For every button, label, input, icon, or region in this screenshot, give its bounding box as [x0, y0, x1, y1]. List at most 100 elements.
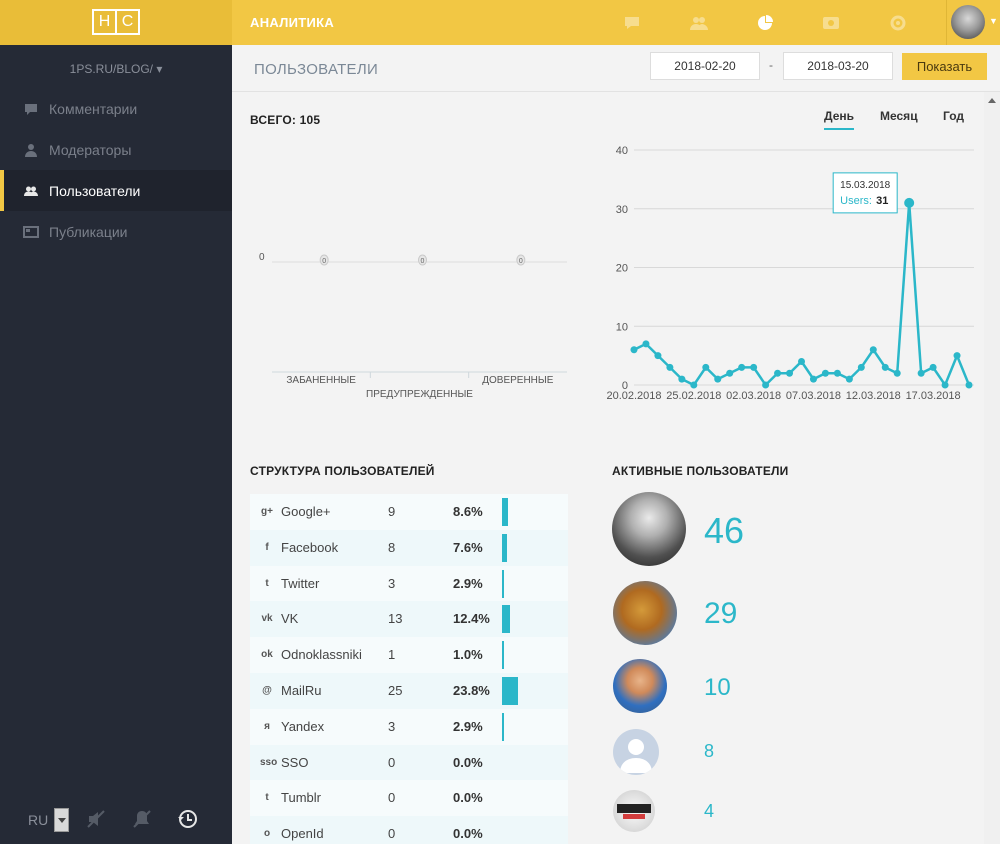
data-point[interactable]	[750, 363, 758, 371]
avatar[interactable]	[612, 492, 686, 566]
x-tick-label: ПРЕДУПРЕЖДЕННЫЕ	[366, 389, 473, 400]
account-menu[interactable]: ▼	[946, 0, 1000, 45]
sidebar-item-moderators[interactable]: Модераторы	[0, 129, 232, 170]
tab-month[interactable]: Месяц	[880, 109, 918, 123]
data-point[interactable]	[941, 381, 949, 389]
source-name: Twitter	[281, 575, 320, 591]
x-tick-label: 07.03.2018	[786, 390, 841, 402]
users-nav-icon[interactable]	[686, 10, 712, 36]
source-percent: 7.6%	[453, 539, 483, 555]
sidebar-item-publications[interactable]: Публикации	[0, 211, 232, 252]
data-point[interactable]	[678, 375, 686, 383]
source-name: Tumblr	[281, 790, 321, 806]
date-from-input[interactable]: 2018-02-20	[650, 52, 760, 80]
bar-value-label: 0	[519, 258, 523, 265]
source-count: 13	[388, 611, 403, 627]
data-point[interactable]	[953, 352, 961, 360]
scrollbar[interactable]	[984, 92, 1000, 844]
chevron-down-icon[interactable]: ▼	[989, 16, 998, 26]
avatar[interactable]	[951, 5, 985, 39]
data-point[interactable]	[798, 358, 805, 365]
data-point[interactable]	[690, 381, 698, 389]
default-user-icon	[620, 739, 652, 773]
site-selector[interactable]: 1PS.RU/BLOG/ ▾	[69, 62, 163, 76]
data-point[interactable]	[821, 369, 829, 377]
avatar[interactable]	[613, 729, 659, 775]
data-point[interactable]	[857, 363, 865, 371]
table-row: ok Odnoklassniki 1 1.0%	[250, 637, 568, 673]
data-point[interactable]	[845, 375, 853, 383]
data-point[interactable]	[833, 369, 841, 377]
mute-icon[interactable]	[85, 808, 107, 830]
data-point[interactable]	[881, 363, 889, 371]
bar[interactable]	[418, 254, 427, 266]
settings-nav-icon[interactable]	[885, 10, 911, 36]
history-icon[interactable]	[177, 808, 199, 830]
data-point[interactable]	[929, 363, 937, 371]
moderator-icon	[22, 141, 40, 159]
data-point[interactable]	[726, 369, 734, 377]
users-icon	[22, 182, 40, 200]
analytics-nav-icon[interactable]	[752, 10, 778, 36]
x-tick-label: 20.02.2018	[606, 390, 661, 402]
source-name: Yandex	[281, 718, 325, 734]
comments-nav-icon[interactable]	[619, 10, 645, 36]
data-point[interactable]	[738, 363, 746, 371]
avatar[interactable]	[613, 659, 667, 713]
data-point[interactable]	[666, 363, 674, 371]
x-tick-label: 25.02.2018	[666, 390, 721, 402]
source-count: 0	[388, 790, 396, 806]
share-bar	[502, 712, 504, 741]
sidebar-item-users[interactable]: Пользователи	[0, 170, 232, 211]
source-percent: 0.0%	[453, 826, 483, 842]
share-bar	[502, 641, 504, 670]
notifications-off-icon[interactable]	[131, 808, 153, 830]
language-select[interactable]	[54, 808, 69, 832]
data-point[interactable]	[904, 197, 915, 208]
table-row: @ MailRu 25 23.8%	[250, 672, 568, 709]
data-point[interactable]	[893, 369, 901, 377]
logo[interactable]: Н С	[92, 9, 140, 35]
odnoklassniki-icon: ok	[261, 649, 273, 661]
logo-letter-left: Н	[94, 11, 117, 33]
source-count: 0	[388, 826, 396, 842]
billing-nav-icon[interactable]	[818, 10, 844, 36]
table-row: я Yandex 3 2.9%	[250, 708, 568, 745]
data-point[interactable]	[869, 346, 877, 354]
show-button[interactable]: Показать	[902, 53, 987, 80]
data-point[interactable]	[809, 375, 817, 383]
active-users-title: АКТИВНЫЕ ПОЛЬЗОВАТЕЛИ	[612, 464, 789, 478]
y-tick-label: 40	[616, 145, 628, 157]
data-point[interactable]	[642, 340, 650, 348]
y-tick-label: 20	[616, 263, 628, 275]
user-logo-image	[617, 804, 651, 819]
bar[interactable]	[516, 254, 526, 266]
avatar[interactable]	[613, 790, 655, 832]
share-bar-track	[502, 498, 568, 526]
tab-year[interactable]: Год	[943, 109, 964, 123]
source-count: 8	[388, 539, 396, 555]
scroll-up-icon[interactable]	[988, 98, 996, 103]
data-point[interactable]	[786, 369, 794, 377]
data-point[interactable]	[702, 363, 710, 371]
date-to-input[interactable]: 2018-03-20	[783, 52, 893, 80]
table-row: t Tumblr 0 0.0%	[250, 780, 568, 817]
bar[interactable]	[319, 254, 329, 266]
avatar[interactable]	[613, 581, 677, 645]
tooltip-value: 31	[876, 195, 888, 207]
total-users: ВСЕГО: 105	[250, 113, 321, 127]
logo-letter-right: С	[121, 13, 134, 30]
data-point[interactable]	[630, 346, 638, 354]
data-point[interactable]	[965, 381, 973, 389]
source-count: 25	[388, 682, 403, 698]
tab-day[interactable]: День	[824, 109, 854, 130]
data-point[interactable]	[917, 369, 925, 377]
comment-icon	[22, 100, 40, 118]
data-point[interactable]	[762, 381, 770, 389]
share-bar-track	[502, 784, 568, 812]
sidebar-item-comments[interactable]: Комментарии	[0, 88, 232, 129]
data-point[interactable]	[714, 375, 722, 383]
data-point[interactable]	[654, 352, 662, 360]
data-point[interactable]	[774, 369, 782, 377]
x-tick-label: ЗАБАНЕННЫЕ	[286, 375, 356, 386]
